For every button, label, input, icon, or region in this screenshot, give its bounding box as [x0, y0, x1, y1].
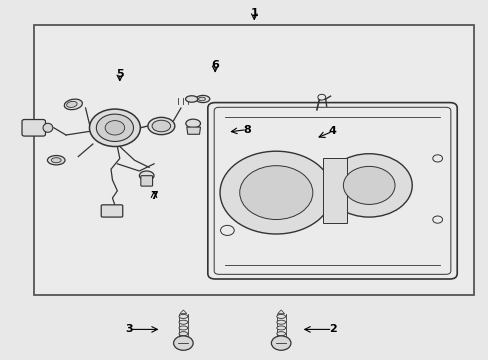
FancyBboxPatch shape [101, 205, 122, 217]
Ellipse shape [152, 120, 170, 132]
Text: 3: 3 [125, 324, 133, 334]
Circle shape [89, 109, 140, 147]
Polygon shape [180, 310, 186, 314]
Ellipse shape [47, 156, 65, 165]
Ellipse shape [139, 171, 154, 180]
Ellipse shape [276, 314, 285, 319]
Circle shape [96, 114, 133, 141]
Ellipse shape [51, 158, 61, 163]
Ellipse shape [147, 117, 174, 135]
Circle shape [343, 166, 394, 204]
Circle shape [220, 225, 234, 235]
Circle shape [317, 94, 325, 100]
Ellipse shape [198, 97, 205, 101]
Circle shape [432, 216, 442, 223]
Ellipse shape [179, 332, 187, 336]
FancyBboxPatch shape [22, 120, 45, 136]
Text: 6: 6 [211, 60, 219, 70]
Text: 5: 5 [116, 69, 123, 79]
Ellipse shape [185, 119, 200, 128]
Ellipse shape [43, 123, 53, 132]
Ellipse shape [179, 326, 187, 330]
Circle shape [325, 154, 411, 217]
FancyBboxPatch shape [141, 176, 152, 186]
Ellipse shape [66, 102, 77, 107]
Ellipse shape [179, 314, 187, 319]
Bar [322, 158, 346, 223]
Circle shape [220, 151, 332, 234]
Ellipse shape [196, 95, 209, 103]
Ellipse shape [185, 96, 198, 102]
Text: 7: 7 [150, 191, 158, 201]
Circle shape [432, 155, 442, 162]
Text: 1: 1 [250, 8, 258, 18]
Text: 4: 4 [328, 126, 336, 136]
Ellipse shape [179, 320, 187, 324]
Text: 8: 8 [243, 125, 250, 135]
Polygon shape [186, 127, 200, 134]
Ellipse shape [276, 326, 285, 330]
Circle shape [173, 336, 193, 350]
Circle shape [271, 336, 290, 350]
Circle shape [105, 121, 124, 135]
Bar [34, 25, 473, 295]
Ellipse shape [276, 320, 285, 324]
Text: 2: 2 [328, 324, 336, 334]
FancyBboxPatch shape [207, 103, 456, 279]
Polygon shape [277, 310, 284, 314]
Circle shape [239, 166, 312, 220]
Ellipse shape [64, 99, 82, 110]
Ellipse shape [276, 332, 285, 336]
